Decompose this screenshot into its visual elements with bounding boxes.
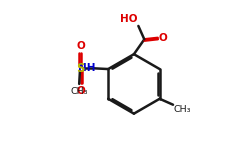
Text: NH: NH [78, 63, 96, 73]
Text: O: O [76, 41, 85, 51]
Text: O: O [76, 86, 85, 96]
Text: CH₃: CH₃ [70, 87, 88, 96]
Text: CH₃: CH₃ [174, 105, 191, 114]
Text: S: S [76, 62, 85, 75]
Text: O: O [159, 33, 168, 43]
Text: HO: HO [120, 14, 138, 24]
